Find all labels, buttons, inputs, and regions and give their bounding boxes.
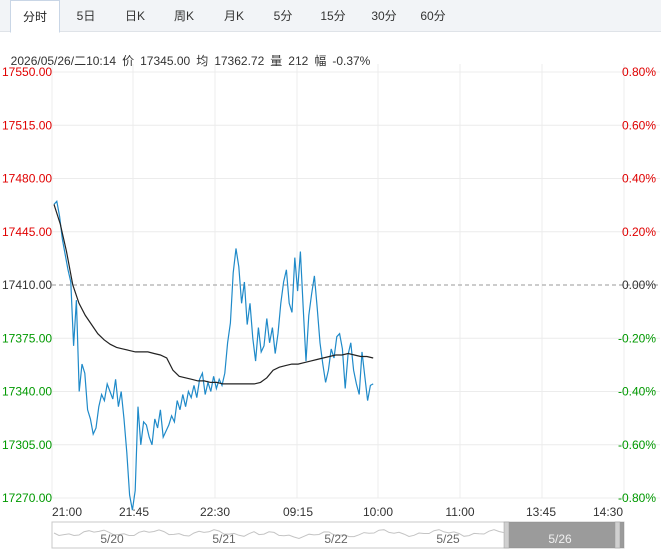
navigator-label-4: 5/26 (548, 532, 572, 546)
tab-7[interactable]: 30分 (371, 9, 397, 23)
pct-tick-label-4: 0.00% (622, 278, 656, 292)
change-label: 幅 (314, 54, 327, 68)
x-tick-label-7: 14:30 (593, 505, 623, 519)
tab-1[interactable]: 5日 (76, 9, 96, 23)
volume-label: 量 (270, 54, 283, 68)
pct-tick-label-1: 0.60% (622, 118, 656, 132)
pct-tick-label-0: 0.80% (622, 65, 656, 79)
navigator-right-handle[interactable] (614, 521, 621, 549)
quote-info-bar: 2026/05/26/二10:14 价 17345.00 均 17362.72 量 212 幅… (4, 38, 376, 69)
volume-value: 212 (288, 54, 309, 68)
tab-5[interactable]: 5分 (273, 9, 293, 23)
pct-tick-label-3: 0.20% (622, 225, 656, 239)
x-tick-label-1: 21:45 (119, 505, 149, 519)
pct-tick-label-2: 0.40% (622, 172, 656, 186)
tab-3[interactable]: 周K (173, 9, 194, 23)
navigator-history-line (53, 529, 505, 540)
pct-tick-label-7: -0.60% (618, 438, 656, 452)
tab-2[interactable]: 日K (124, 9, 145, 23)
change-value: -0.37% (332, 54, 371, 68)
navigator-label-3: 5/25 (436, 532, 460, 546)
navigator-frame (51, 521, 625, 549)
y-tick-label-3: 17445.00 (2, 225, 52, 239)
price-line (53, 199, 374, 511)
pct-tick-label-8: -0.80% (618, 491, 656, 505)
x-tick-label-0: 21:00 (52, 505, 82, 519)
tab-8[interactable]: 60分 (420, 9, 446, 23)
pct-tick-label-6: -0.40% (618, 385, 656, 399)
y-tick-label-8: 17270.00 (2, 491, 52, 505)
avg-label: 均 (196, 54, 209, 68)
y-tick-label-4: 17410.00 (2, 278, 52, 292)
y-tick-label-2: 17480.00 (2, 172, 52, 186)
navigator-label-0: 5/20 (100, 532, 124, 546)
y-tick-label-6: 17340.00 (2, 385, 52, 399)
tab-0[interactable]: 分时 (10, 0, 60, 33)
pct-tick-label-5: -0.20% (618, 331, 656, 345)
y-tick-label-7: 17305.00 (2, 438, 52, 452)
navigator-left-handle[interactable] (503, 521, 510, 549)
navigator-label-1: 5/21 (212, 532, 236, 546)
range-navigator: 5/20 5/21 5/22 5/25 5/26 (51, 521, 625, 549)
x-tick-label-5: 11:00 (445, 505, 474, 519)
tab-4[interactable]: 月K (223, 9, 244, 23)
x-tick-label-6: 13:45 (526, 505, 556, 519)
y-tick-label-5: 17375.00 (2, 331, 52, 345)
x-tick-label-3: 09:15 (283, 505, 313, 519)
avg-price-line (53, 204, 374, 385)
x-tick-label-2: 22:30 (200, 505, 230, 519)
period-tab-bar: 分时 5日 日K 周K 月K 5分 15分 30分 60分 (0, 0, 661, 33)
price-value: 17345.00 (140, 54, 191, 68)
avg-value: 17362.72 (214, 54, 265, 68)
quote-datetime: 2026/05/26/二10:14 (10, 54, 117, 68)
y-tick-label-1: 17515.00 (2, 118, 52, 132)
price-label: 价 (122, 54, 135, 68)
tab-6[interactable]: 15分 (320, 9, 346, 23)
navigator-selected-range (508, 522, 624, 548)
x-tick-label-4: 10:00 (363, 505, 393, 519)
navigator-label-2: 5/22 (324, 532, 348, 546)
